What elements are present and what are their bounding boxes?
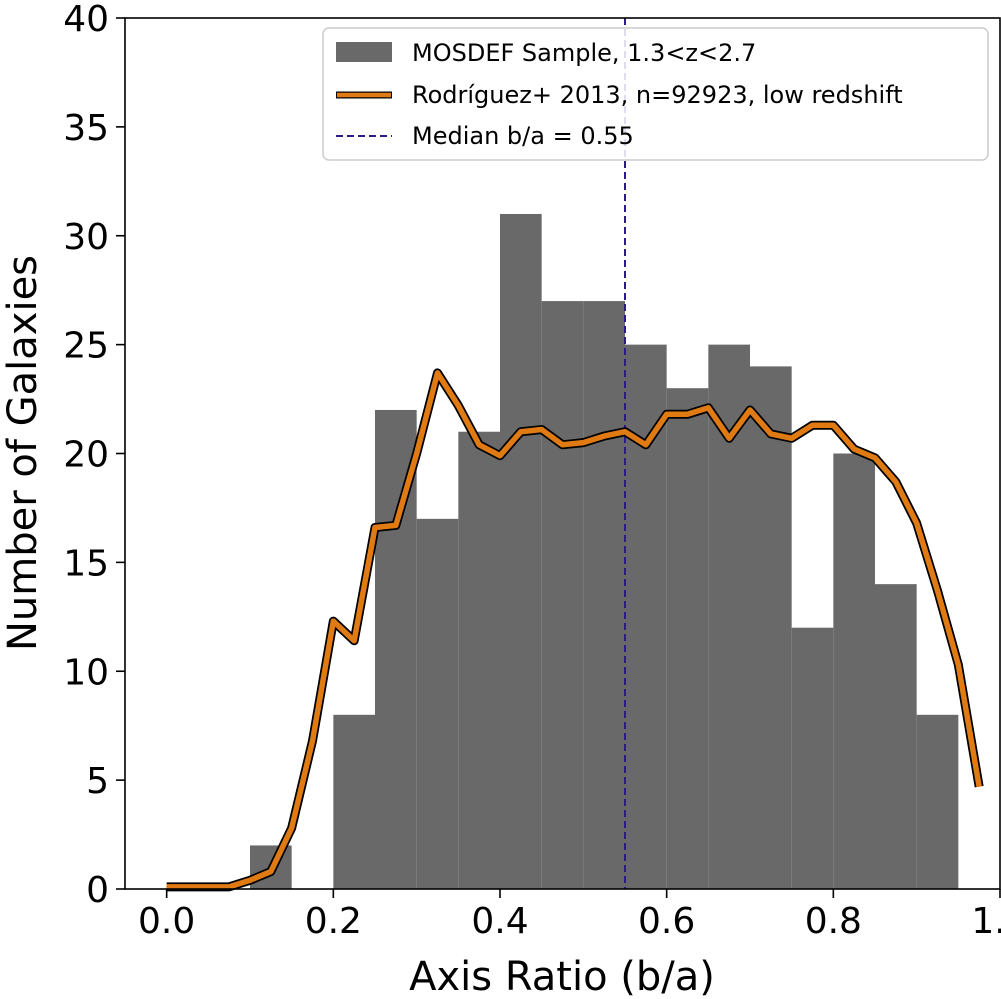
histogram-bar [750,366,792,889]
histogram-bar [333,714,375,889]
y-tick-label: 5 [86,761,109,802]
y-tick-label: 30 [63,217,109,258]
y-tick-label: 15 [63,543,109,584]
legend-histogram-swatch [336,42,392,62]
y-tick-label: 35 [63,108,109,149]
y-axis-ticks: 0 5 10 15 20 25 30 35 40 [63,0,125,911]
legend: MOSDEF Sample, 1.3<z<2.7 Rodríguez+ 2013… [322,27,989,161]
legend-median-label: Median b/a = 0.55 [412,122,634,150]
y-tick-label: 40 [63,0,109,40]
x-tick-label: 0.2 [305,901,362,942]
legend-curve-label: Rodríguez+ 2013, n=92923, low redshift [412,81,903,109]
histogram-bar [875,584,917,889]
histogram-bars [250,213,959,890]
y-tick-label: 0 [86,870,109,911]
histogram-bar [583,301,625,889]
histogram-bar [791,627,834,889]
rodriguez-curve-group [166,368,984,892]
y-tick-label: 10 [63,652,109,693]
y-axis-label: Number of Galaxies [0,255,46,651]
x-axis-label: Axis Ratio (b/a) [409,954,715,999]
x-tick-label: 0.8 [805,901,862,942]
histogram-bar [458,431,500,889]
y-tick-label: 20 [63,435,109,476]
histogram-bar [833,453,875,889]
histogram-bar [666,388,709,889]
legend-box [322,27,989,161]
histogram-bar [541,301,584,889]
rodriguez-curve [166,370,982,890]
histogram-bar [500,213,542,890]
x-tick-label: 1.0 [971,901,1001,942]
x-axis-ticks: 0.0 0.2 0.4 0.6 0.8 1.0 [138,889,1001,942]
x-tick-label: 0.4 [471,901,528,942]
histogram-bar [708,344,750,889]
histogram-bar [916,714,959,889]
x-tick-label: 0.0 [138,901,195,942]
x-tick-label: 0.6 [638,901,695,942]
legend-histogram-label: MOSDEF Sample, 1.3<z<2.7 [412,39,756,67]
y-tick-label: 25 [63,326,109,367]
histogram-bar [416,518,459,889]
